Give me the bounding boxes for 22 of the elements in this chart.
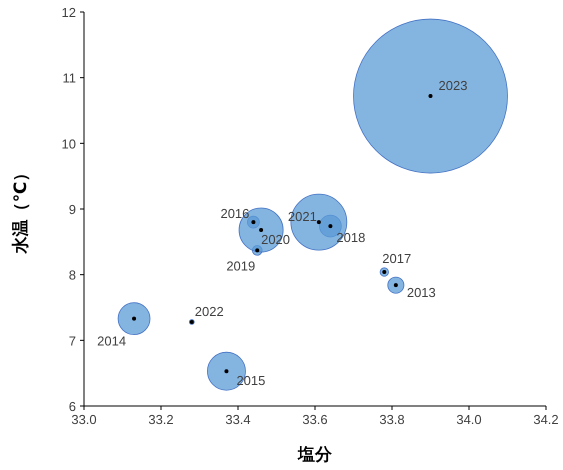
y-tick-label: 10 — [62, 136, 76, 152]
y-tick-label: 6 — [68, 399, 76, 414]
x-tick-label: 33.6 — [302, 412, 328, 427]
annotation: 2013 — [406, 285, 436, 300]
y-tick-label: 11 — [62, 70, 76, 86]
annotation: 2014 — [97, 334, 126, 349]
y-tick-label: 7 — [68, 333, 76, 348]
y-axis-title: 水温（℃） — [11, 164, 30, 254]
x-tick-label: 34.0 — [456, 412, 482, 427]
annotation: 2019 — [226, 258, 256, 274]
x-tick-label: 34.2 — [533, 412, 559, 427]
x-tick-label: 33.2 — [148, 412, 174, 427]
y-tick-label: 12 — [62, 5, 76, 20]
x-axis-title: 塩分 — [297, 445, 333, 464]
x-tick-label: 33.0 — [71, 412, 97, 427]
annotation: 2022 — [194, 304, 224, 319]
y-tick-label: 9 — [68, 202, 76, 217]
x-tick-label: 33.4 — [225, 412, 251, 427]
x-tick-label: 33.8 — [379, 412, 405, 427]
annotation: 2017 — [382, 251, 412, 266]
y-tick-label: 8 — [68, 268, 76, 283]
annotation: 2023 — [438, 78, 468, 94]
